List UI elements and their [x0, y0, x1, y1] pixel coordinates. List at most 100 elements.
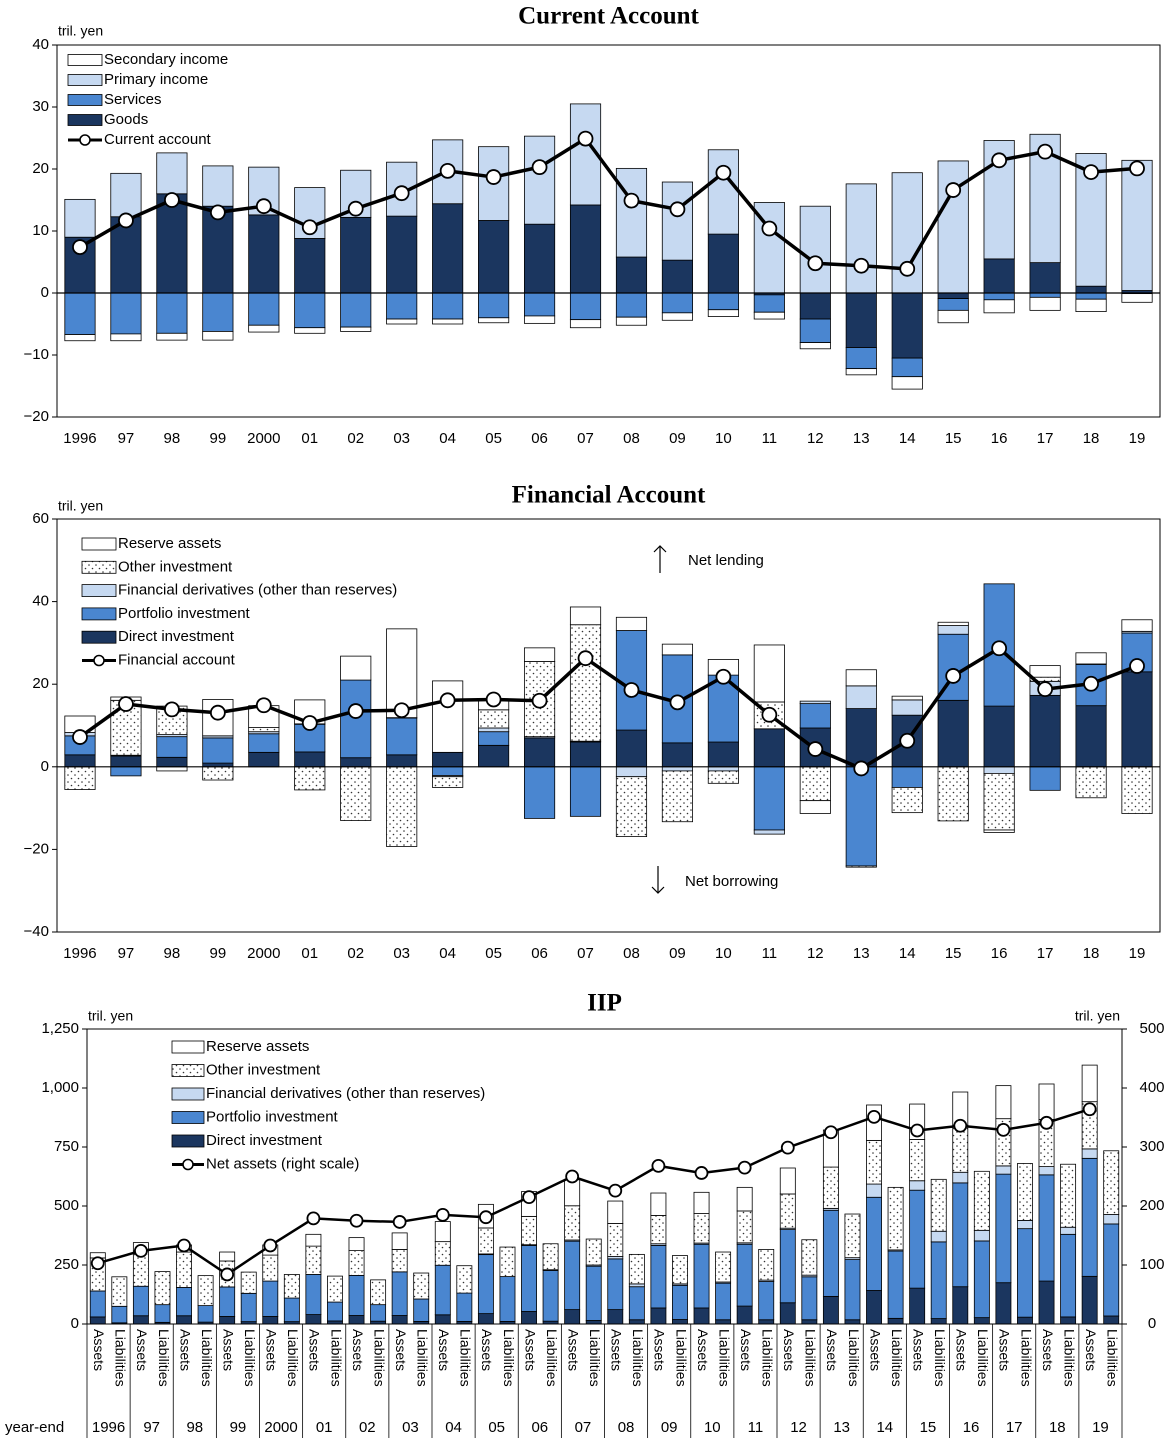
bar-segment — [758, 1281, 775, 1321]
bar-segment — [156, 332, 188, 341]
bar-segment — [456, 1292, 473, 1322]
bar-segment — [715, 1251, 732, 1283]
bar-segment — [661, 770, 694, 823]
bar-segment — [478, 709, 510, 729]
bar-segment — [1029, 262, 1061, 294]
x-tick-label: 16 — [991, 945, 1008, 962]
x-tick-label: 17 — [1037, 945, 1054, 962]
x-tick-label: Assets — [350, 1329, 366, 1371]
bar-segment — [283, 1297, 300, 1323]
bar-segment — [523, 292, 556, 317]
bar-segment — [937, 621, 969, 626]
line-point — [72, 729, 88, 745]
bar-segment — [1060, 1163, 1077, 1228]
y-tick-label: 250 — [54, 1256, 79, 1273]
line-point — [761, 706, 778, 723]
x-tick-label: 14 — [899, 945, 916, 962]
bar-segment — [779, 1193, 796, 1229]
bar-segment — [983, 292, 1015, 301]
bar-segment — [753, 294, 785, 313]
y-tick-label: 750 — [54, 1138, 79, 1155]
bar-segment — [1121, 619, 1153, 632]
group-label: 16 — [963, 1419, 980, 1436]
bar-segment — [693, 1191, 710, 1214]
bar-segment — [799, 292, 831, 320]
x-tick-label: 04 — [439, 430, 456, 447]
line-point — [996, 1122, 1011, 1137]
bar-segment — [156, 193, 188, 294]
legend-label: Financial account — [118, 651, 236, 668]
bar-segment — [1075, 298, 1107, 313]
bar-segment — [386, 754, 418, 768]
bar-segment — [779, 1167, 796, 1195]
bar-segment — [845, 183, 877, 294]
x-tick-label: 13 — [853, 945, 870, 962]
bar-segment — [1103, 1315, 1120, 1325]
line-point — [72, 239, 88, 256]
y-tick-label: −20 — [24, 408, 49, 425]
line-point — [255, 198, 272, 215]
bar-segment — [197, 1305, 214, 1323]
bar-segment — [176, 1251, 192, 1288]
bar-segment — [753, 829, 785, 835]
bar-segment — [176, 1287, 192, 1317]
x-tick-label: 10 — [715, 430, 732, 447]
x-tick-label: Assets — [824, 1329, 840, 1371]
y-tick-label: 30 — [32, 98, 49, 115]
legend-swatch — [81, 560, 117, 574]
bar-segment — [628, 1319, 645, 1325]
x-tick-label: Assets — [91, 1329, 107, 1371]
line-point — [393, 702, 410, 719]
line-point — [177, 1238, 191, 1253]
x-tick-label: Liabilities — [587, 1329, 603, 1387]
bar-segment — [1017, 1228, 1033, 1318]
bar-segment — [434, 1264, 451, 1316]
bar-segment — [294, 766, 326, 791]
chart-title: IIP — [587, 990, 622, 1017]
bar-segment — [456, 1265, 473, 1294]
bar-segment — [340, 326, 372, 332]
bar-segment — [930, 1230, 947, 1243]
bar-segment — [202, 737, 234, 764]
line-point — [301, 715, 318, 731]
bar-segment — [219, 1251, 236, 1262]
bar-segment — [499, 1246, 516, 1277]
bar-segment — [822, 1295, 839, 1325]
arrow-head — [651, 886, 665, 894]
bar-segment — [891, 376, 923, 390]
bar-segment — [523, 135, 556, 225]
bar-segment — [973, 1229, 990, 1242]
bar-segment — [845, 708, 877, 768]
x-tick-label: 03 — [393, 430, 410, 447]
legend-swatch — [67, 54, 103, 66]
bar-segment — [202, 331, 234, 341]
arrow-head — [653, 545, 667, 553]
line-point — [807, 255, 824, 272]
bar-segment — [736, 1186, 753, 1212]
x-tick-label: 2000 — [247, 430, 280, 447]
bar-segment — [607, 1309, 624, 1325]
x-tick-label: Liabilities — [544, 1329, 560, 1387]
bar-segment — [248, 727, 280, 733]
x-tick-label: Liabilities — [760, 1329, 776, 1387]
bar-segment — [661, 742, 694, 768]
x-tick-label: Liabilities — [932, 1329, 948, 1387]
x-tick-label: Assets — [134, 1329, 150, 1371]
bar-segment — [799, 703, 831, 729]
bar-segment — [909, 1287, 926, 1325]
line-point — [439, 692, 456, 709]
bar-segment — [478, 744, 510, 768]
bar-segment — [154, 1304, 171, 1323]
line-point — [306, 1211, 321, 1226]
x-tick-label: 10 — [715, 945, 732, 962]
bar-segment — [909, 1139, 926, 1182]
line-point — [435, 1207, 450, 1222]
group-label: 08 — [618, 1419, 635, 1436]
legend-label: Goods — [104, 111, 148, 128]
bar-segment — [607, 1258, 624, 1311]
bar-segment — [995, 1282, 1012, 1325]
x-tick-label: Liabilities — [1105, 1329, 1121, 1387]
line-point — [577, 650, 594, 667]
group-label: 13 — [833, 1419, 850, 1436]
line-point — [899, 732, 916, 749]
